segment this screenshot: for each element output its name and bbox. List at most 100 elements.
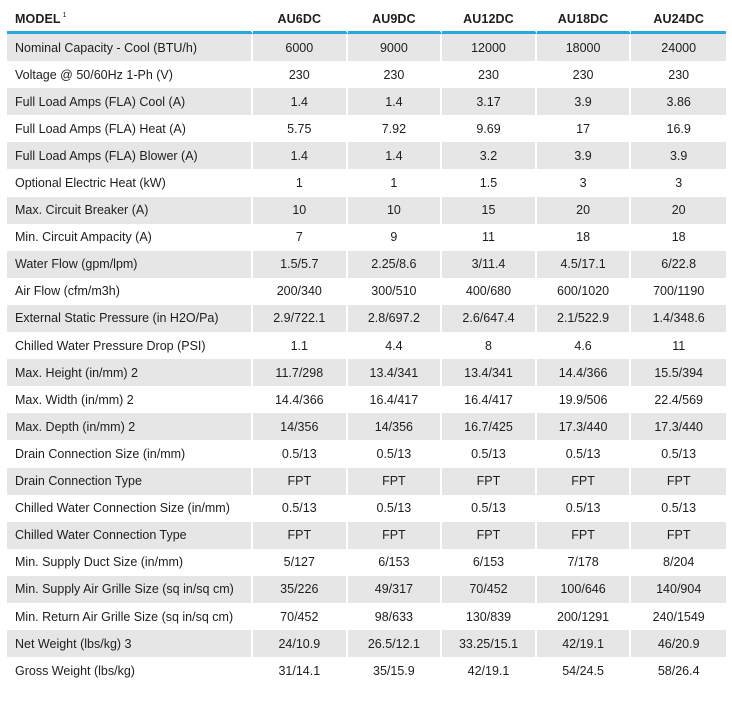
table-cell: 14/356 bbox=[253, 413, 348, 441]
model-header-au18dc: AU18DC bbox=[536, 6, 632, 34]
table-cell: 11.7/298 bbox=[253, 359, 348, 387]
row-label: Chilled Water Connection Size (in/mm) bbox=[7, 494, 253, 522]
table-cell: FPT bbox=[536, 467, 632, 495]
row-label: Chilled Water Connection Type bbox=[7, 521, 253, 549]
table-row: Chilled Water Connection Size (in/mm) 0.5… bbox=[7, 494, 726, 522]
table-cell: 11 bbox=[631, 332, 726, 360]
table-cell: 4.4 bbox=[347, 332, 443, 360]
table-cell: 0.5/13 bbox=[347, 440, 443, 468]
table-cell: 15.5/394 bbox=[631, 359, 726, 387]
model-footnote-marker: 1 bbox=[62, 12, 67, 20]
table-cell: 42/19.1 bbox=[442, 657, 537, 685]
table-cell: 58/26.4 bbox=[631, 657, 726, 685]
table-cell: 17 bbox=[536, 115, 632, 143]
table-cell: 24000 bbox=[631, 34, 726, 62]
table-cell: 3.17 bbox=[442, 88, 537, 116]
table-cell: 1.4/348.6 bbox=[631, 304, 726, 333]
table-cell: 2.1/522.9 bbox=[536, 304, 632, 333]
table-cell: 140/904 bbox=[631, 575, 726, 603]
table-cell: FPT bbox=[253, 467, 348, 495]
table-row: Min. Supply Air Grille Size (sq in/sq cm… bbox=[7, 575, 726, 603]
table-cell: 7.92 bbox=[347, 115, 443, 143]
row-label: Optional Electric Heat (kW) bbox=[7, 169, 253, 197]
table-cell: 2.9/722.1 bbox=[253, 304, 348, 333]
table-cell: 700/1190 bbox=[631, 277, 726, 305]
model-header-au9dc: AU9DC bbox=[347, 6, 443, 34]
table-cell: 1.5/5.7 bbox=[253, 250, 348, 278]
table-cell: 9 bbox=[347, 223, 443, 251]
table-cell: 15 bbox=[442, 196, 537, 224]
table-cell: 16.4/417 bbox=[442, 386, 537, 414]
table-cell: 1.4 bbox=[347, 88, 443, 116]
table-cell: 0.5/13 bbox=[253, 440, 348, 468]
table-cell: 200/1291 bbox=[536, 602, 632, 631]
row-label: Max. Width (in/mm) 2 bbox=[7, 386, 253, 414]
table-cell: 22.4/569 bbox=[631, 386, 726, 414]
table-cell: 6/153 bbox=[442, 548, 537, 576]
model-header-au6dc: AU6DC bbox=[253, 6, 348, 34]
table-cell: 1.4 bbox=[347, 142, 443, 170]
table-cell: 14.4/366 bbox=[253, 386, 348, 414]
table-cell: 98/633 bbox=[347, 602, 443, 631]
model-label: MODEL bbox=[15, 11, 61, 26]
row-label: Air Flow (cfm/m3h) bbox=[7, 277, 253, 305]
table-cell: 16.9 bbox=[631, 115, 726, 143]
table-row: Max. Circuit Breaker (A) 10 10 15 20 20 bbox=[7, 196, 726, 224]
table-row: Min. Circuit Ampacity (A) 7 9 11 18 18 bbox=[7, 223, 726, 251]
table-cell: FPT bbox=[631, 521, 726, 549]
table-row: Max. Width (in/mm) 2 14.4/366 16.4/417 16.4… bbox=[7, 386, 726, 414]
table-cell: 17.3/440 bbox=[536, 413, 632, 441]
table-cell: 18000 bbox=[536, 34, 632, 62]
table-cell: 240/1549 bbox=[631, 602, 726, 631]
table-cell: 16.4/417 bbox=[347, 386, 443, 414]
row-label: Drain Connection Type bbox=[7, 467, 253, 495]
table-cell: 9.69 bbox=[442, 115, 537, 143]
table-row: External Static Pressure (in H2O/Pa) 2.9/… bbox=[7, 304, 726, 333]
table-cell: 0.5/13 bbox=[536, 440, 632, 468]
row-label: Max. Height (in/mm) 2 bbox=[7, 359, 253, 387]
table-cell: 3/11.4 bbox=[442, 250, 537, 278]
table-cell: 6/153 bbox=[347, 548, 443, 576]
row-label: Drain Connection Size (in/mm) bbox=[7, 440, 253, 468]
table-row: Water Flow (gpm/lpm) 1.5/5.7 2.25/8.6 3/11.… bbox=[7, 250, 726, 278]
table-cell: 1 bbox=[347, 169, 443, 197]
table-row: Air Flow (cfm/m3h) 200/340 300/510 400/680 6… bbox=[7, 277, 726, 305]
table-cell: 13.4/341 bbox=[347, 359, 443, 387]
table-cell: 600/1020 bbox=[536, 277, 632, 305]
row-label: External Static Pressure (in H2O/Pa) bbox=[7, 304, 253, 333]
table-cell: 13.4/341 bbox=[442, 359, 537, 387]
table-cell: FPT bbox=[442, 467, 537, 495]
table-cell: 70/452 bbox=[253, 602, 348, 631]
table-cell: FPT bbox=[253, 521, 348, 549]
table-cell: 10 bbox=[347, 196, 443, 224]
table-cell: 230 bbox=[253, 61, 348, 89]
table-cell: 3.9 bbox=[536, 88, 632, 116]
table-cell: 18 bbox=[631, 223, 726, 251]
table-cell: 3 bbox=[536, 169, 632, 197]
table-cell: 0.5/13 bbox=[442, 494, 537, 522]
table-cell: 54/24.5 bbox=[536, 657, 632, 685]
table-row: Full Load Amps (FLA) Cool (A) 1.4 1.4 3.17 3… bbox=[7, 88, 726, 116]
table-cell: 5/127 bbox=[253, 548, 348, 576]
header-row: MODEL 1 AU6DC AU9DC AU12DC AU18DC AU24DC bbox=[7, 6, 726, 34]
table-cell: 100/646 bbox=[536, 575, 632, 603]
table-cell: 7/178 bbox=[536, 548, 632, 576]
table-cell: 6000 bbox=[253, 34, 348, 62]
table-row: Drain Connection Size (in/mm) 0.5/13 0.5/1… bbox=[7, 440, 726, 468]
row-label: Min. Supply Duct Size (in/mm) bbox=[7, 548, 253, 576]
table-cell: 3.9 bbox=[631, 142, 726, 170]
table-cell: FPT bbox=[347, 467, 443, 495]
row-label: Voltage @ 50/60Hz 1-Ph (V) bbox=[7, 61, 253, 89]
row-label: Chilled Water Pressure Drop (PSI) bbox=[7, 332, 253, 360]
table-cell: 230 bbox=[347, 61, 443, 89]
table-cell: 0.5/13 bbox=[536, 494, 632, 522]
table-cell: 24/10.9 bbox=[253, 630, 348, 658]
table-cell: 3.2 bbox=[442, 142, 537, 170]
table-cell: 16.7/425 bbox=[442, 413, 537, 441]
table-cell: 26.5/12.1 bbox=[347, 630, 443, 658]
table-row: Min. Return Air Grille Size (sq in/sq cm… bbox=[7, 602, 726, 631]
table-cell: 9000 bbox=[347, 34, 443, 62]
model-header-au12dc: AU12DC bbox=[442, 6, 537, 34]
table-cell: 70/452 bbox=[442, 575, 537, 603]
table-cell: 1.4 bbox=[253, 88, 348, 116]
